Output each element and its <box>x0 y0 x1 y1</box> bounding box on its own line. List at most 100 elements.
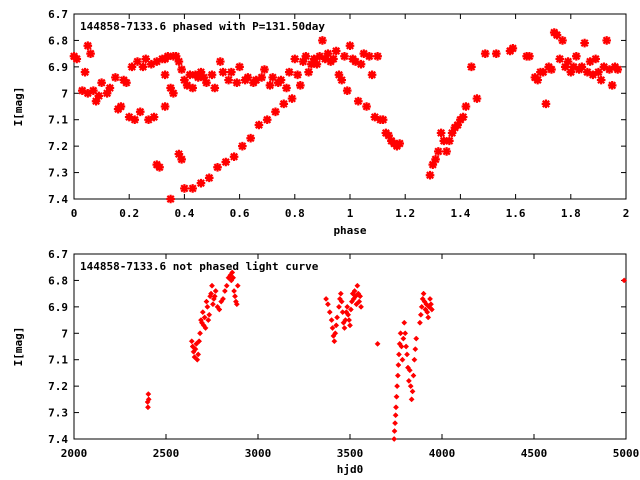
data-point <box>199 73 209 82</box>
y-axis-label: I[mag] <box>12 327 25 367</box>
data-point <box>174 57 184 66</box>
data-point <box>86 49 95 58</box>
data-point <box>216 306 223 313</box>
data-point <box>394 383 401 390</box>
data-point <box>558 36 567 45</box>
data-point <box>356 59 366 69</box>
data-point <box>447 128 457 138</box>
data-point <box>342 86 352 95</box>
data-point <box>354 282 361 289</box>
data-point <box>232 293 238 300</box>
data-point <box>328 317 335 324</box>
data-point <box>395 139 404 148</box>
data-point <box>227 67 236 77</box>
x-tick-label: 0.4 <box>174 207 194 220</box>
data-point <box>155 162 164 172</box>
data-point <box>135 107 145 117</box>
data-point <box>405 377 412 384</box>
data-point <box>91 96 101 106</box>
data-point <box>202 78 211 88</box>
data-point <box>365 51 374 61</box>
data-point <box>439 136 449 146</box>
data-point <box>304 67 313 77</box>
x-tick-label: 0 <box>71 207 78 220</box>
data-point <box>307 59 316 69</box>
data-point <box>577 62 587 72</box>
data-point <box>246 133 255 143</box>
y-tick-label: 7.3 <box>48 167 68 180</box>
data-point <box>290 54 300 64</box>
data-point <box>257 73 266 82</box>
data-point <box>334 314 341 321</box>
data-point <box>391 436 398 442</box>
y-tick-label: 7.4 <box>48 193 68 206</box>
data-point <box>344 303 351 310</box>
data-point <box>572 51 581 61</box>
data-point <box>111 73 120 82</box>
x-tick-label: 3000 <box>245 447 272 460</box>
data-point <box>133 57 142 66</box>
data-point <box>436 128 446 138</box>
data-point <box>122 78 131 88</box>
data-point <box>204 303 211 310</box>
data-point <box>410 372 417 379</box>
data-point <box>287 94 297 103</box>
data-point <box>555 54 565 64</box>
data-point <box>580 38 589 48</box>
data-point <box>202 325 209 331</box>
data-point <box>367 70 377 80</box>
x-tick-label: 1.6 <box>506 207 526 220</box>
x-axis-label: phase <box>333 224 366 237</box>
data-point <box>569 62 578 72</box>
x-tick-label: 0.8 <box>285 207 305 220</box>
y-tick-label: 6.9 <box>48 301 68 314</box>
y-tick-label: 7 <box>61 327 68 340</box>
phased-light-curve-panel: 0 0.2 0.4 0.6 0.8 1 1.2 1.4 1.6 1.8 2 6.7 6.8 6.9 7 7.1… <box>12 8 629 237</box>
data-point <box>254 120 264 130</box>
data-point <box>491 49 501 58</box>
data-point <box>413 335 420 342</box>
data-point <box>336 303 342 310</box>
data-point <box>374 340 381 347</box>
data-point <box>596 75 606 85</box>
data-point <box>206 311 213 318</box>
data-point <box>406 367 413 374</box>
data-point <box>130 115 140 125</box>
data-point <box>398 343 405 350</box>
data-point <box>312 59 322 69</box>
data-point <box>145 391 152 398</box>
data-point <box>144 115 153 125</box>
x-tick-label: 1.8 <box>561 207 581 220</box>
data-point <box>196 178 206 188</box>
data-point <box>89 86 98 95</box>
data-point <box>424 309 431 316</box>
data-point <box>347 322 353 329</box>
data-point <box>337 75 347 85</box>
data-point <box>234 282 241 289</box>
data-point <box>560 62 570 72</box>
data-point <box>401 319 408 326</box>
data-point <box>171 51 181 61</box>
data-point <box>613 65 623 74</box>
data-point <box>359 49 369 58</box>
data-point <box>427 295 433 302</box>
data-point <box>351 57 360 66</box>
data-point <box>169 88 178 98</box>
data-point <box>83 88 93 98</box>
data-point <box>205 317 212 324</box>
data-point <box>301 51 311 61</box>
data-point <box>309 54 319 64</box>
data-point <box>399 356 406 363</box>
data-point <box>420 290 427 297</box>
y-tick-label: 6.8 <box>48 34 68 47</box>
data-point <box>408 396 415 403</box>
data-series <box>69 28 623 204</box>
data-point <box>395 362 402 368</box>
data-point <box>392 420 399 427</box>
data-point <box>324 301 331 308</box>
data-point <box>230 274 237 281</box>
data-point <box>384 131 393 140</box>
data-point <box>337 290 344 297</box>
data-point <box>605 65 614 74</box>
data-point <box>232 78 242 88</box>
